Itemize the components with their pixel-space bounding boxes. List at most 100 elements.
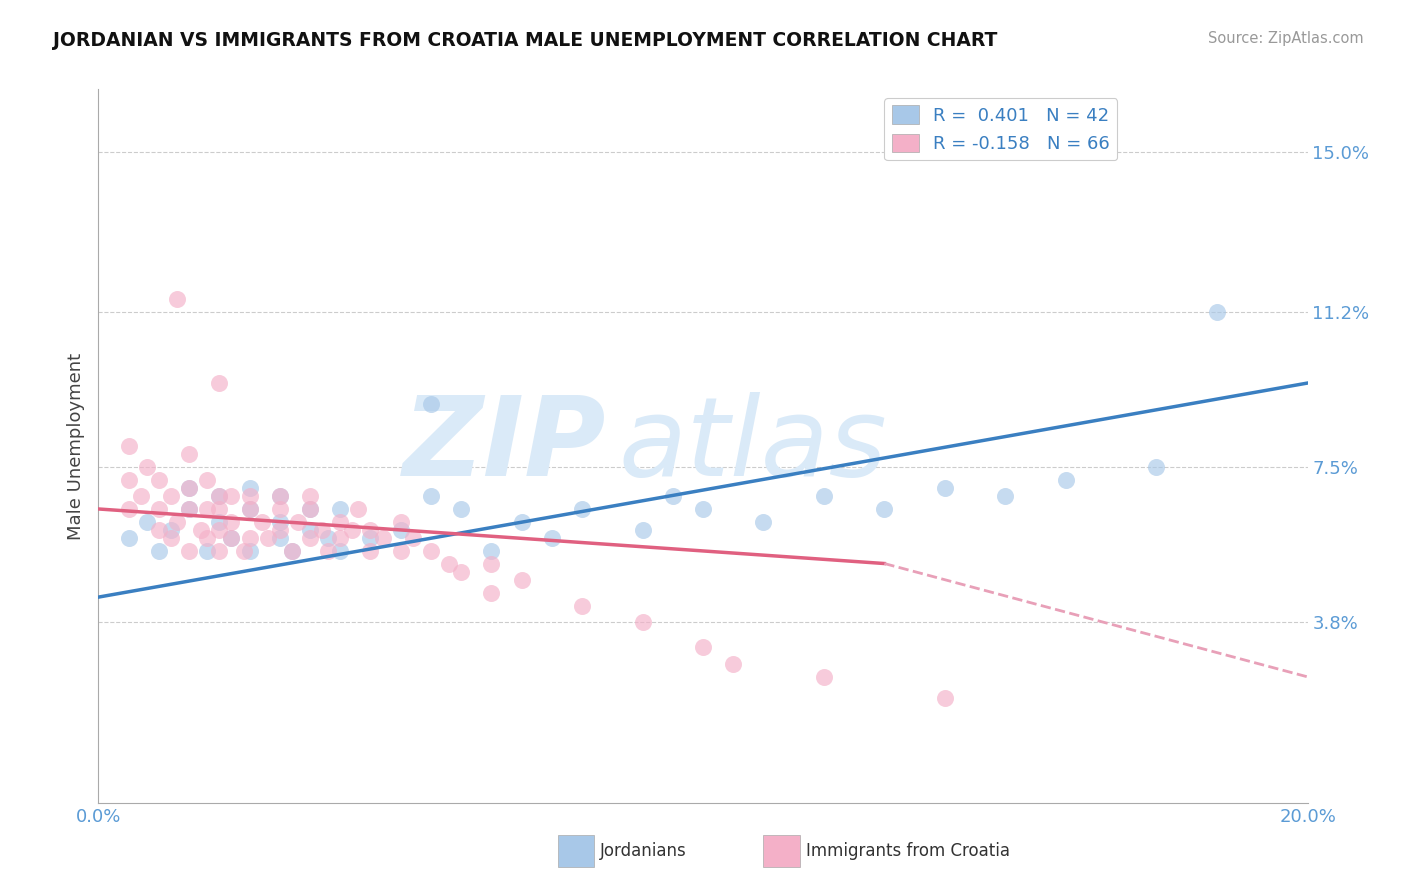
Point [360,544,382,558]
Point [250,515,273,529]
Point [239,489,262,503]
Point [1054,473,1077,487]
Point [402,532,425,546]
Point [299,502,322,516]
Point [179,447,201,461]
Point [166,515,188,529]
Point [195,544,218,558]
Point [118,532,141,546]
Point [269,515,291,529]
Point [208,515,231,529]
Point [148,544,170,558]
Point [873,502,896,516]
Point [287,515,309,529]
Point [135,515,157,529]
Y-axis label: Male Unemployment: Male Unemployment [66,352,84,540]
Point [269,523,291,537]
Bar [763,835,800,867]
Point [148,523,170,537]
Point [239,481,262,495]
Point [195,532,218,546]
Point [179,544,201,558]
Point [360,523,382,537]
Point [752,515,775,529]
Text: JORDANIAN VS IMMIGRANTS FROM CROATIA MALE UNEMPLOYMENT CORRELATION CHART: JORDANIAN VS IMMIGRANTS FROM CROATIA MAL… [53,31,998,50]
Point [934,481,956,495]
Point [118,439,141,453]
Point [160,532,183,546]
Point [316,532,339,546]
Point [208,489,231,503]
Point [190,523,212,537]
Point [208,544,231,558]
Legend: R =  0.401   N = 42, R = -0.158   N = 66: R = 0.401 N = 42, R = -0.158 N = 66 [884,98,1118,161]
Point [208,523,231,537]
Point [166,292,188,306]
Point [269,489,291,503]
Point [281,544,304,558]
Text: Source: ZipAtlas.com: Source: ZipAtlas.com [1208,31,1364,46]
Point [994,489,1017,503]
Point [179,481,201,495]
Point [631,615,654,630]
Point [347,502,370,516]
Point [450,502,472,516]
Bar [558,835,595,867]
Point [571,599,593,613]
Text: Jordanians: Jordanians [600,842,688,860]
Point [329,515,352,529]
Point [389,523,412,537]
Point [342,523,364,537]
Point [692,640,714,655]
Point [389,544,412,558]
Point [269,489,291,503]
Point [420,489,443,503]
Point [239,502,262,516]
Point [256,532,278,546]
Point [195,502,218,516]
Point [160,489,183,503]
Point [135,460,157,475]
Point [281,544,304,558]
Text: Immigrants from Croatia: Immigrants from Croatia [806,842,1010,860]
Point [208,489,231,503]
Point [118,502,141,516]
Point [208,376,231,390]
Point [269,502,291,516]
Point [437,557,460,571]
Point [221,515,243,529]
Point [221,489,243,503]
Point [360,532,382,546]
Text: atlas: atlas [619,392,887,500]
Point [129,489,152,503]
Point [540,532,562,546]
Point [179,502,201,516]
Point [420,397,443,411]
Point [481,544,503,558]
Point [316,544,339,558]
Point [723,657,745,672]
Point [329,502,352,516]
Point [239,532,262,546]
Point [510,515,533,529]
Point [299,523,322,537]
Text: ZIP: ZIP [402,392,606,500]
Point [148,502,170,516]
Point [232,544,254,558]
Point [118,473,141,487]
Point [420,544,443,558]
Point [299,532,322,546]
Point [329,532,352,546]
Point [510,574,533,588]
Point [269,532,291,546]
Point [160,523,183,537]
Point [1144,460,1167,475]
Point [481,557,503,571]
Point [179,502,201,516]
Point [239,544,262,558]
Point [195,473,218,487]
Point [371,532,394,546]
Point [329,544,352,558]
Point [1206,304,1229,318]
Point [239,502,262,516]
